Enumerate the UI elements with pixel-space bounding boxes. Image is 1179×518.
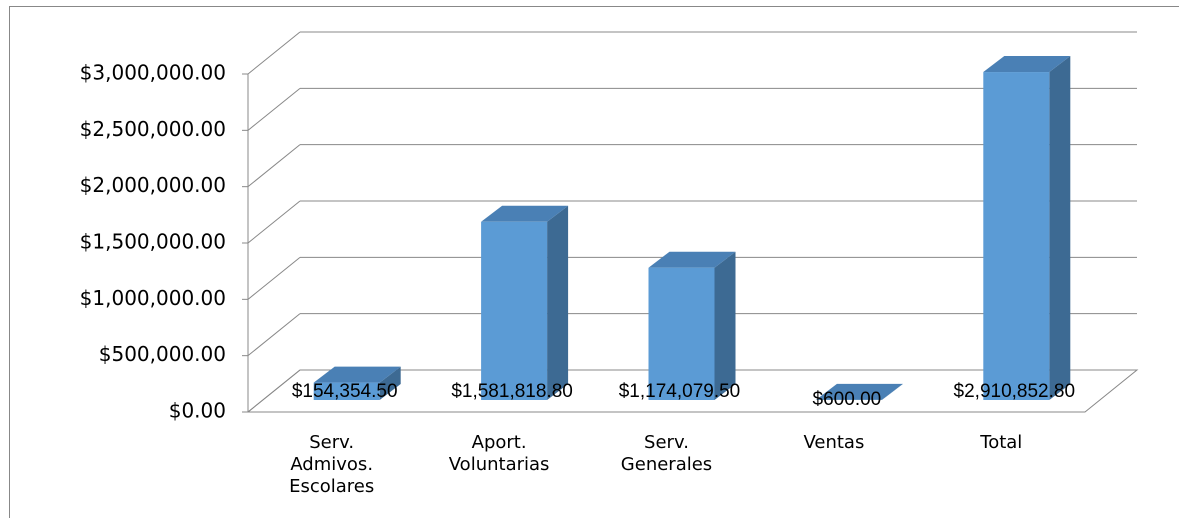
bar-side — [1049, 56, 1071, 401]
x-tick-label: Aport. Voluntarias — [448, 432, 550, 475]
bar-side — [714, 251, 736, 400]
bar — [313, 382, 380, 400]
bar-top — [313, 366, 401, 383]
value-label: $600.00 — [813, 389, 882, 410]
grid-line — [247, 313, 301, 357]
bar-side — [547, 205, 569, 400]
y-tick-label: $3,000,000.00 — [80, 61, 226, 85]
grid-line — [247, 87, 301, 131]
value-label: $1,174,079.50 — [619, 381, 741, 402]
bar-top — [983, 56, 1071, 73]
x-tick-label: Serv. Generales — [620, 432, 713, 475]
y-tick-label: $1,000,000.00 — [80, 286, 226, 310]
value-label: $2,910,852.80 — [954, 381, 1076, 402]
value-label: $154,354.50 — [292, 381, 398, 402]
bar-top — [815, 383, 903, 400]
chart-frame — [9, 6, 1179, 518]
y-tick-label: $0.00 — [169, 399, 226, 423]
x-tick-label: Ventas — [803, 432, 865, 453]
y-tick-label: $500,000.00 — [99, 342, 226, 366]
y-tick-label: $1,500,000.00 — [80, 230, 226, 254]
y-tick-label: $2,500,000.00 — [80, 117, 226, 141]
bar — [481, 221, 548, 400]
bar-top — [481, 205, 569, 222]
bar-side — [881, 383, 903, 400]
grid-line — [247, 31, 301, 75]
grid-line — [247, 144, 301, 188]
x-tick-label: Serv. Admivos. Escolares — [289, 432, 375, 497]
grid-line — [247, 256, 301, 300]
bar — [983, 72, 1050, 400]
value-label: $1,581,818.80 — [451, 381, 573, 402]
grid-line — [247, 200, 301, 244]
bar-side — [379, 366, 401, 400]
y-tick-label: $2,000,000.00 — [80, 173, 226, 197]
x-tick-label: Total — [980, 432, 1023, 453]
grid-line — [247, 369, 301, 413]
bar-top — [648, 251, 736, 268]
bar — [648, 267, 715, 400]
